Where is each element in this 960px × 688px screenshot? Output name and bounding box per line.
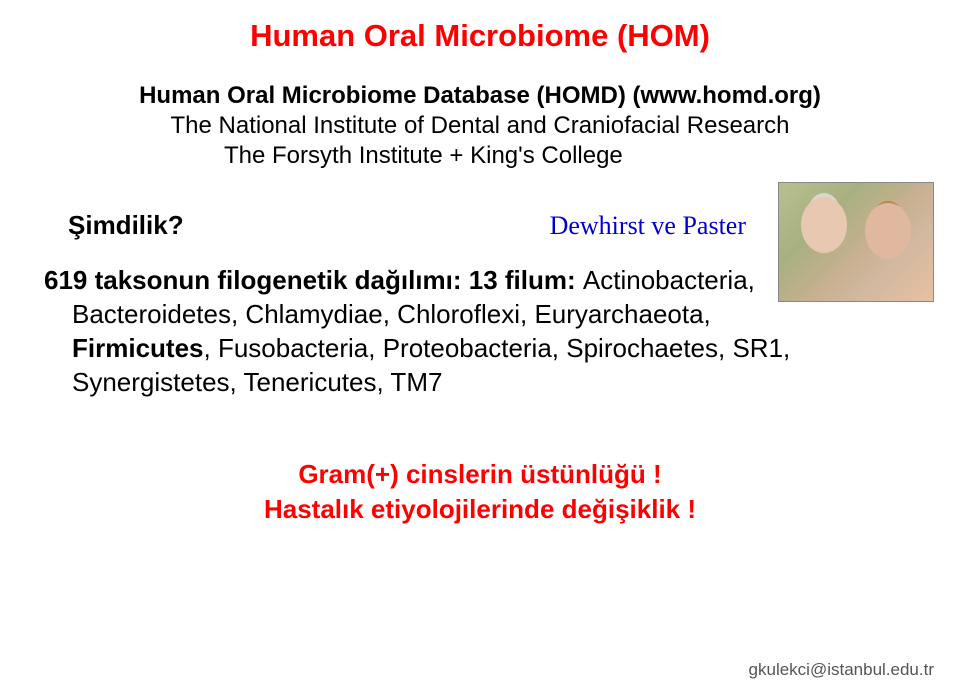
simdilik-label: Şimdilik? bbox=[44, 210, 184, 241]
dewhirst-paster-label: Dewhirst ve Paster bbox=[550, 211, 746, 241]
main-line-3: Firmicutes, Fusobacteria, Proteobacteria… bbox=[44, 331, 916, 365]
main-line-1-rest: Actinobacteria, bbox=[583, 265, 755, 295]
gram-positive-line: Gram(+) cinslerin üstünlüğü ! bbox=[44, 459, 916, 490]
affiliation-line-2: The Forsyth Institute + King's College bbox=[44, 142, 916, 170]
page-title: Human Oral Microbiome (HOM) bbox=[44, 18, 916, 54]
main-line-2: Bacteroidetes, Chlamydiae, Chloroflexi, … bbox=[44, 297, 916, 331]
authors-photo bbox=[778, 182, 934, 302]
slide: Human Oral Microbiome (HOM) Human Oral M… bbox=[0, 0, 960, 688]
subtitle: Human Oral Microbiome Database (HOMD) (w… bbox=[44, 82, 916, 110]
etiology-line: Hastalık etiyolojilerinde değişiklik ! bbox=[44, 494, 916, 525]
footer-email: gkulekci@istanbul.edu.tr bbox=[749, 660, 934, 680]
affiliation-line-1: The National Institute of Dental and Cra… bbox=[44, 112, 916, 140]
main-line-3-rest: , Fusobacteria, Proteobacteria, Spirocha… bbox=[204, 333, 791, 363]
main-line-3-bold: Firmicutes bbox=[72, 333, 204, 363]
main-line-1-bold: 619 taksonun filogenetik dağılımı: 13 fi… bbox=[44, 265, 583, 295]
main-line-4: Synergistetes, Tenericutes, TM7 bbox=[44, 365, 916, 399]
